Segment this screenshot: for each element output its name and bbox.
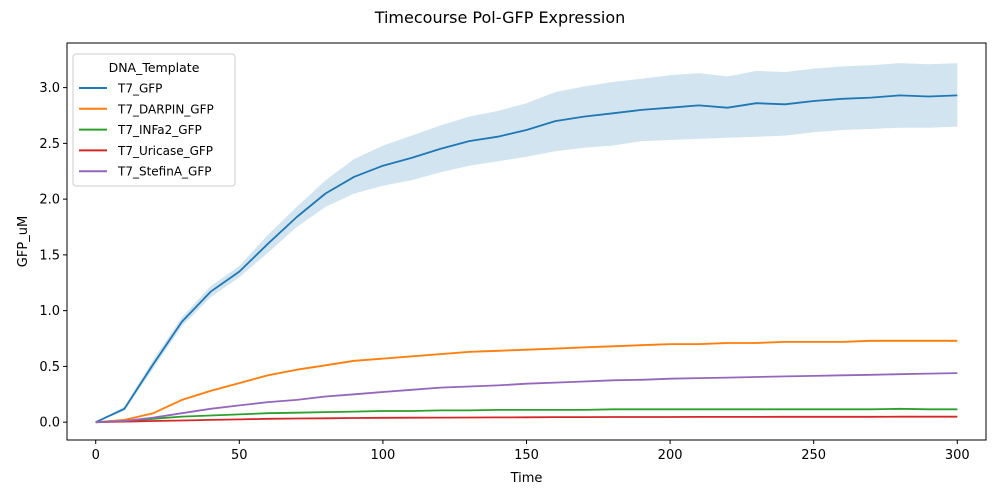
series-lines bbox=[95, 94, 958, 424]
legend-label-t7-darpin-gfp: T7_DARPIN_GFP bbox=[117, 102, 214, 116]
x-tick-label: 0 bbox=[92, 448, 100, 463]
y-tick-label: 1.0 bbox=[39, 304, 60, 319]
legend-label-t7-stefina-gfp: T7_StefinA_GFP bbox=[117, 165, 211, 179]
y-tick-label: 2.5 bbox=[39, 137, 60, 152]
y-tick-label: 1.5 bbox=[39, 248, 60, 263]
line-t7-stefina-gfp bbox=[95, 372, 958, 424]
x-tick-label: 50 bbox=[231, 448, 248, 463]
x-axis-ticks: 0 50 100 150 200 250 300 bbox=[92, 440, 970, 463]
x-tick-label: 300 bbox=[945, 448, 970, 463]
x-axis-label: Time bbox=[510, 471, 543, 486]
legend-items: T7_GFP T7_DARPIN_GFP T7_INFa2_GFP T7_Uricas… bbox=[79, 82, 214, 179]
y-tick-label: 2.0 bbox=[39, 193, 60, 208]
line-t7-darpin-gfp bbox=[95, 339, 958, 424]
line-t7-infa2-gfp bbox=[95, 407, 958, 424]
y-axis-ticks: 0.0 0.5 1.0 1.5 2.0 2.5 3.0 bbox=[39, 81, 67, 431]
legend-label-t7-uricase-gfp: T7_Uricase_GFP bbox=[117, 144, 213, 158]
legend-title: DNA_Template bbox=[109, 60, 200, 75]
y-tick-label: 0.0 bbox=[39, 416, 60, 431]
x-tick-label: 250 bbox=[801, 448, 826, 463]
legend-label-t7-infa2-gfp: T7_INFa2_GFP bbox=[117, 123, 202, 137]
legend: DNA_Template T7_GFP T7_DARPIN_GFP T7_INFa2… bbox=[72, 53, 236, 187]
y-tick-label: 0.5 bbox=[39, 360, 60, 375]
x-tick-label: 200 bbox=[658, 448, 683, 463]
line-t7-gfp bbox=[95, 94, 958, 424]
y-axis-label: GFP_uM bbox=[16, 216, 31, 267]
x-tick-label: 150 bbox=[514, 448, 539, 463]
line-t7-uricase-gfp bbox=[95, 415, 958, 424]
x-tick-label: 100 bbox=[370, 448, 395, 463]
legend-box bbox=[72, 53, 236, 187]
chart-title: Timecourse Pol-GFP Expression bbox=[374, 8, 626, 27]
legend-label-t7-gfp: T7_GFP bbox=[117, 82, 162, 96]
y-tick-label: 3.0 bbox=[39, 81, 60, 96]
